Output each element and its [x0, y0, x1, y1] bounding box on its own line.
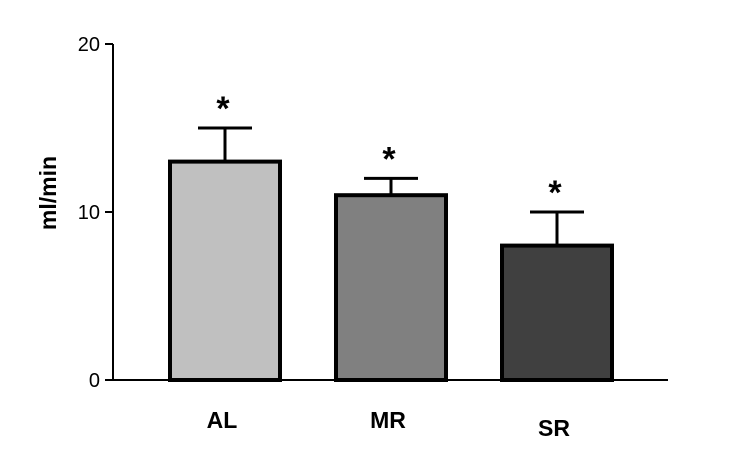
y-tick-label: 0 — [89, 370, 100, 392]
bar-al — [168, 159, 282, 382]
significance-star: * — [548, 174, 562, 212]
chart-labels: * AL * MR * SR — [207, 90, 571, 441]
x-tick-label-mr: MR — [370, 407, 406, 433]
x-tick-label-sr: SR — [538, 415, 570, 441]
y-tick-label: 20 — [78, 34, 100, 56]
x-tick-label-al: AL — [207, 407, 238, 433]
bar-mr — [334, 193, 448, 382]
chart-bars — [168, 126, 614, 382]
significance-star: * — [216, 90, 230, 128]
y-tick-label: 10 — [78, 202, 100, 224]
significance-star: * — [382, 140, 396, 178]
y-axis-label: ml/min — [35, 156, 61, 230]
bar-sr — [500, 243, 614, 382]
